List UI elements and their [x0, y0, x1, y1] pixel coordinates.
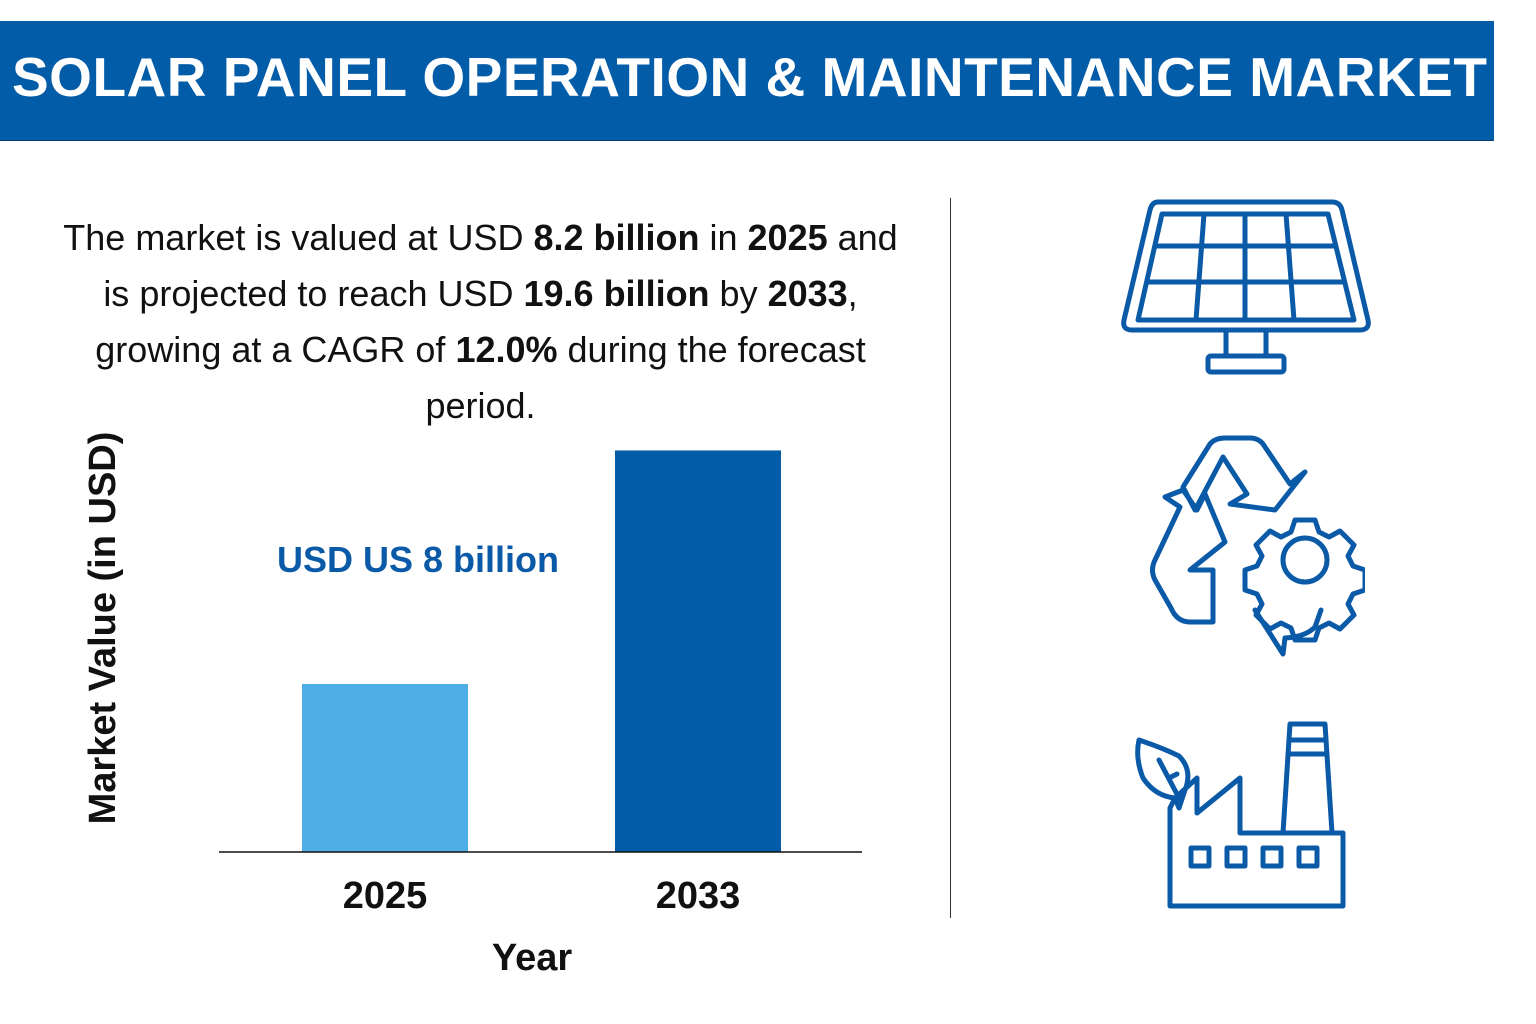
- summary-text: during the forecast period.: [425, 329, 866, 426]
- bar-2025: [302, 684, 468, 852]
- recycle-gear-icon: [1150, 435, 1365, 657]
- summary-text: by: [709, 273, 768, 314]
- summary-text: in: [699, 217, 748, 258]
- x-tick-label-2033: 2033: [656, 875, 741, 917]
- vertical-divider: [950, 198, 951, 918]
- bar-2033: [615, 450, 781, 852]
- year-2033: 2033: [767, 273, 848, 314]
- solar-panel-icon: [1121, 199, 1371, 375]
- cagr-value: 12.0%: [455, 329, 558, 370]
- y-axis-label: Market Value (in USD): [82, 432, 124, 825]
- summary-text: The market is valued at USD: [63, 217, 534, 258]
- x-tick-label-2025: 2025: [343, 875, 428, 917]
- page-title: SOLAR PANEL OPERATION & MAINTENANCE MARK…: [12, 46, 1488, 108]
- summary-text: and is projected to reach USD: [103, 217, 898, 314]
- x-axis-label: Year: [492, 937, 573, 979]
- bars-group: [302, 450, 781, 852]
- market-summary: The market is valued at USD 8.2 billion …: [58, 210, 903, 434]
- x-tick-labels: 2025 2033: [343, 875, 741, 917]
- value-2025: 8.2 billion: [533, 217, 700, 258]
- eco-factory-icon: [1135, 721, 1346, 909]
- year-2025: 2025: [747, 217, 828, 258]
- value-2033: 19.6 billion: [523, 273, 710, 314]
- title-banner: SOLAR PANEL OPERATION & MAINTENANCE MARK…: [0, 21, 1494, 141]
- bar-chart: 2025 2033 Year Market Value (in USD) USD …: [82, 432, 862, 979]
- bar-annotation: USD US 8 billion: [277, 539, 559, 580]
- summary-text: , growing at a CAGR of: [95, 273, 858, 370]
